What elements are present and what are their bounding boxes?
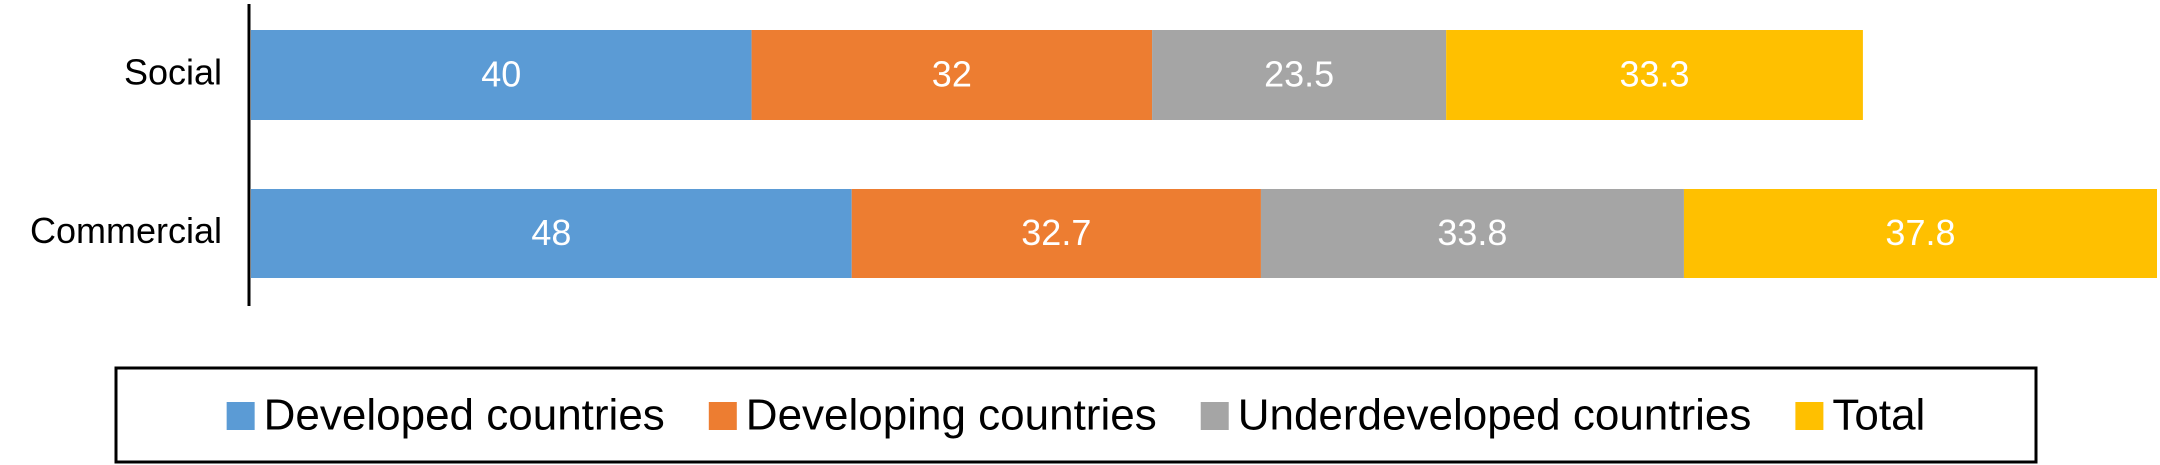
bar-segment: [1446, 30, 1863, 120]
bar-segment: [1260, 189, 1684, 278]
y-tick-label: Commercial: [30, 210, 222, 251]
data-label: 40: [481, 54, 521, 95]
data-label: 37.8: [1885, 212, 1955, 253]
bar-segment: [1152, 30, 1447, 120]
data-label: 23.5: [1264, 54, 1334, 95]
legend-label: Total: [1832, 391, 1925, 440]
data-label: 33.8: [1437, 212, 1507, 253]
data-label: 48: [531, 212, 571, 253]
legend-label: Underdeveloped countries: [1238, 391, 1752, 440]
bar-segment: [851, 189, 1261, 278]
bar-segment: [251, 189, 852, 278]
legend-swatch: [708, 402, 737, 430]
bar-segment: [1683, 189, 2157, 278]
bar-segment: [751, 30, 1153, 120]
legend-swatch: [1200, 402, 1229, 430]
legend-label: Developed countries: [264, 391, 665, 440]
legend-label: Developing countries: [746, 391, 1157, 440]
data-label: 33.3: [1619, 54, 1689, 95]
data-label: 32: [932, 54, 972, 95]
legend-swatch: [1795, 402, 1824, 430]
legend-swatch: [226, 402, 255, 430]
y-tick-label: Social: [124, 52, 222, 93]
legend-frame: [114, 366, 2038, 464]
data-label: 32.7: [1021, 212, 1091, 253]
bar-segment: [251, 30, 752, 120]
